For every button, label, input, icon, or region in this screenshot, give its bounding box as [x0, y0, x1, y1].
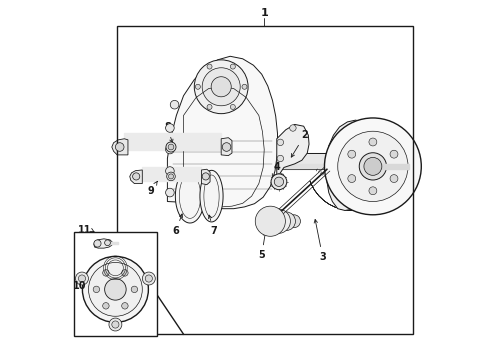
- Circle shape: [166, 172, 175, 181]
- Circle shape: [289, 125, 296, 131]
- Circle shape: [195, 84, 200, 89]
- Polygon shape: [175, 169, 204, 223]
- Polygon shape: [112, 139, 128, 155]
- Circle shape: [337, 131, 407, 202]
- Circle shape: [131, 286, 137, 293]
- Circle shape: [274, 177, 283, 186]
- Circle shape: [277, 155, 283, 162]
- Polygon shape: [74, 232, 156, 336]
- Circle shape: [102, 303, 109, 309]
- Circle shape: [194, 60, 247, 114]
- Circle shape: [287, 215, 300, 228]
- Circle shape: [324, 118, 421, 215]
- Circle shape: [170, 100, 179, 109]
- Polygon shape: [276, 125, 308, 180]
- Circle shape: [255, 206, 285, 236]
- Text: 4: 4: [272, 162, 280, 178]
- Circle shape: [211, 77, 231, 97]
- Circle shape: [112, 321, 119, 328]
- Text: 7: 7: [208, 215, 217, 236]
- Circle shape: [165, 167, 174, 175]
- Circle shape: [270, 174, 286, 190]
- Circle shape: [109, 318, 122, 331]
- Circle shape: [122, 270, 128, 276]
- Polygon shape: [85, 256, 145, 321]
- Text: 2: 2: [291, 130, 307, 157]
- Circle shape: [132, 173, 140, 180]
- Circle shape: [78, 275, 85, 282]
- Circle shape: [145, 275, 152, 282]
- Circle shape: [368, 138, 376, 146]
- Circle shape: [115, 143, 124, 151]
- Circle shape: [75, 272, 88, 285]
- Text: 8: 8: [163, 122, 173, 143]
- Circle shape: [242, 84, 246, 89]
- Text: 10: 10: [73, 281, 86, 291]
- Circle shape: [168, 144, 174, 150]
- Circle shape: [230, 104, 235, 109]
- Circle shape: [94, 240, 101, 247]
- Circle shape: [142, 272, 155, 285]
- Polygon shape: [221, 138, 231, 156]
- Circle shape: [276, 212, 295, 230]
- Circle shape: [363, 157, 381, 175]
- Circle shape: [93, 286, 100, 293]
- Circle shape: [206, 64, 212, 69]
- Circle shape: [222, 143, 230, 151]
- Polygon shape: [167, 56, 277, 209]
- Circle shape: [389, 150, 397, 158]
- Circle shape: [165, 188, 174, 197]
- Circle shape: [230, 64, 235, 69]
- Circle shape: [347, 175, 355, 183]
- Text: 11: 11: [78, 225, 91, 235]
- Text: 3: 3: [313, 220, 325, 262]
- Circle shape: [82, 256, 148, 322]
- Circle shape: [347, 150, 355, 158]
- Circle shape: [202, 173, 209, 180]
- Circle shape: [165, 142, 176, 152]
- Circle shape: [122, 303, 128, 309]
- Polygon shape: [200, 170, 223, 222]
- Circle shape: [277, 139, 283, 145]
- Circle shape: [102, 270, 109, 276]
- Circle shape: [368, 187, 376, 195]
- Text: 5: 5: [258, 232, 266, 260]
- Polygon shape: [326, 120, 376, 211]
- Polygon shape: [201, 169, 210, 185]
- Text: 1: 1: [260, 8, 267, 18]
- Polygon shape: [94, 239, 112, 248]
- Circle shape: [165, 145, 174, 154]
- Text: 9: 9: [147, 181, 157, 197]
- Text: 6: 6: [172, 214, 182, 236]
- Circle shape: [104, 240, 110, 246]
- Circle shape: [277, 173, 283, 180]
- Circle shape: [265, 209, 290, 233]
- Circle shape: [88, 262, 142, 316]
- Polygon shape: [129, 170, 142, 184]
- Circle shape: [165, 124, 174, 132]
- Circle shape: [389, 175, 397, 183]
- Circle shape: [206, 104, 212, 109]
- Circle shape: [168, 174, 173, 179]
- Circle shape: [104, 279, 126, 300]
- Circle shape: [359, 153, 386, 180]
- Circle shape: [202, 68, 240, 106]
